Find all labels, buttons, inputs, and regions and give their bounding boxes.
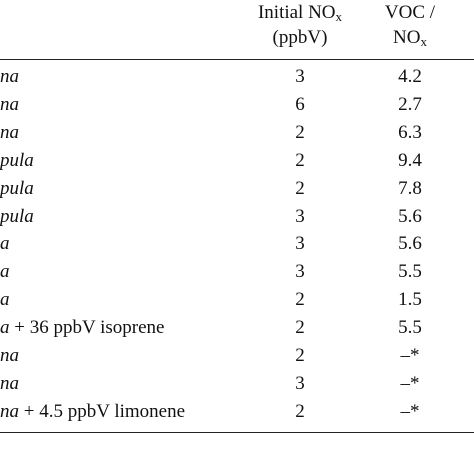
nox-cell: 3 <box>295 205 305 227</box>
header-sub: x <box>420 34 427 49</box>
nox-cell: 3 <box>295 372 305 394</box>
header-rule <box>0 59 474 60</box>
ratio-cell: 1.5 <box>398 289 422 311</box>
species-cell: na <box>0 373 19 395</box>
nox-cell: 2 <box>295 121 305 143</box>
species-cell: a <box>0 233 10 255</box>
nox-cell: 6 <box>295 93 305 115</box>
header-text: NO <box>393 27 421 48</box>
species: pula <box>0 177 34 199</box>
ratio-cell: 5.5 <box>398 261 422 283</box>
header-text: Initial NO <box>257 2 336 23</box>
ratio-cell: –* <box>400 372 420 394</box>
species: na <box>0 345 19 366</box>
nox-cell: 2 <box>295 149 305 171</box>
species: na <box>0 372 19 394</box>
nox-cell: 3 <box>295 261 305 283</box>
species: na <box>0 93 19 115</box>
species: na <box>0 66 19 87</box>
header-unit: (ppbV) <box>272 27 328 48</box>
note: + 36 ppbV isoprene <box>14 317 165 339</box>
bottom-rule <box>0 432 474 433</box>
ratio-cell: –* <box>400 400 420 422</box>
nox-cell: 3 <box>295 233 305 255</box>
nox-cell: 2 <box>295 317 305 339</box>
species-cell: na <box>0 66 19 88</box>
note: + 4.5 ppbV limonene <box>23 400 186 422</box>
species: a <box>0 317 10 339</box>
species-cell: pula <box>0 178 34 200</box>
ratio-cell: 5.6 <box>398 233 422 255</box>
species: na <box>0 121 19 143</box>
species-cell: pula <box>0 150 34 172</box>
species: pula <box>0 205 34 227</box>
ratio-cell: 9.4 <box>398 149 422 171</box>
species: a <box>0 261 10 283</box>
ratio-cell: 4.2 <box>398 66 422 87</box>
species-cell: pula <box>0 206 34 228</box>
species-cell: na <box>0 122 19 144</box>
species-cell: na + 4.5 ppbV limonene <box>0 401 185 423</box>
species: a <box>0 289 10 311</box>
nox-cell: 2 <box>295 400 305 422</box>
nox-cell: 2 <box>295 289 305 311</box>
species-cell: a <box>0 261 10 283</box>
header-nox: Initial NOx <box>258 2 342 28</box>
species: na <box>0 400 19 422</box>
nox-cell: 3 <box>295 66 305 87</box>
species: pula <box>0 149 34 171</box>
ratio-cell: 5.6 <box>398 205 422 227</box>
nox-cell: 2 <box>295 177 305 199</box>
species-cell: na <box>0 345 19 367</box>
header-text: VOC / <box>384 2 436 23</box>
header-ratio: NOx <box>393 27 427 53</box>
ratio-cell: 5.5 <box>398 317 422 339</box>
species: a <box>0 233 10 255</box>
species-cell: na <box>0 94 19 116</box>
ratio-cell: 7.8 <box>398 177 422 199</box>
species-cell: a + 36 ppbV isoprene <box>0 317 164 339</box>
ratio-cell: 6.3 <box>398 121 422 143</box>
nox-cell: 2 <box>295 345 305 366</box>
species-cell: a <box>0 289 10 311</box>
header-sub: x <box>335 9 343 24</box>
ratio-cell: 2.7 <box>398 93 422 115</box>
ratio-cell: –* <box>400 345 420 366</box>
